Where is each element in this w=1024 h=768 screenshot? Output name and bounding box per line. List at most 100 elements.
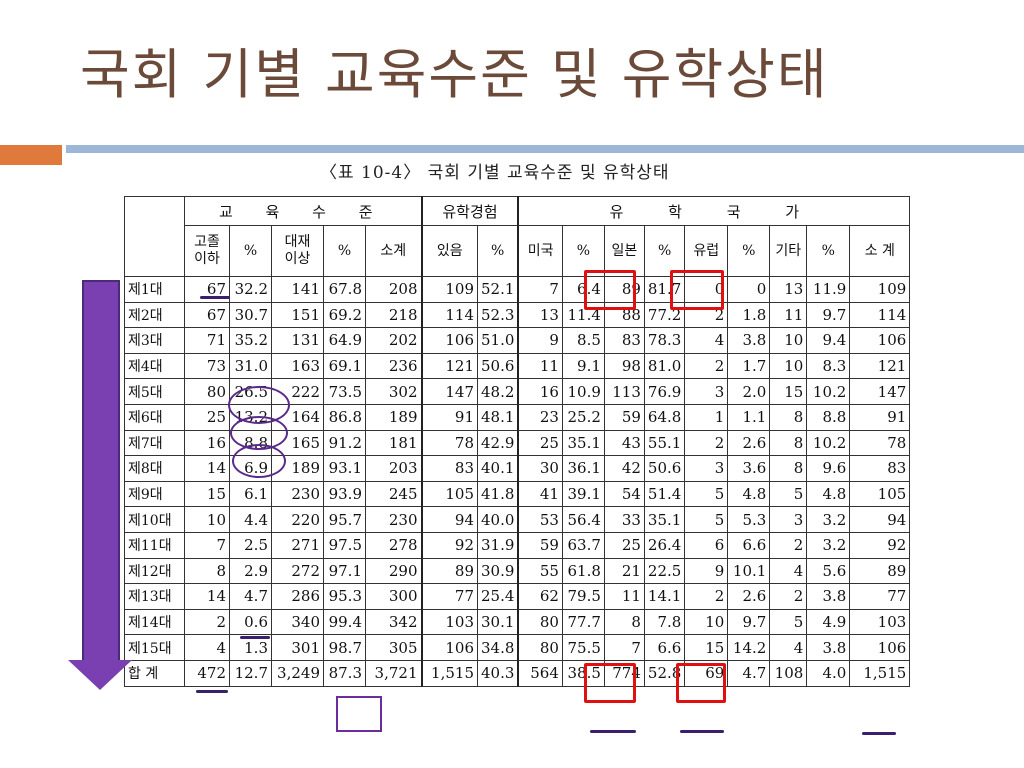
table-cell: 40.1 — [477, 455, 519, 482]
table-cell: 8.3 — [806, 352, 851, 380]
table-cell: 25 — [184, 403, 230, 431]
table-cell: 80 — [517, 608, 563, 636]
table-cell: 40.0 — [477, 506, 519, 533]
table-cell: 3 — [769, 506, 808, 533]
table-cell: 4.9 — [806, 608, 851, 636]
table-cell: 77.2 — [643, 301, 686, 329]
table-cell: 91.2 — [323, 429, 366, 457]
table-cell: 61.8 — [561, 557, 605, 585]
table-cell: 9 — [684, 557, 729, 585]
table-cell: 4.8 — [806, 480, 851, 508]
table-cell: 92 — [420, 531, 478, 559]
table-cell: 10.9 — [561, 378, 605, 405]
table-row: 제10대 10 4.4 220 95.7 230 94 40.0 53 56.4 33 35.1 5 5.… — [124, 506, 911, 533]
table-cell: 13 — [517, 301, 563, 329]
ink-underline — [200, 296, 230, 299]
table-row: 제2대 67 30.7 151 69.2 218 114 52.3 13 11.4 88 77.2 2 1… — [124, 301, 911, 329]
table-cell: 83 — [603, 327, 645, 354]
table-cell: 33 — [603, 506, 645, 533]
table-cell: 71 — [184, 327, 230, 354]
table-cell: 34.8 — [477, 634, 519, 661]
table-cell: 106 — [420, 634, 478, 661]
table-cell: 75.5 — [561, 634, 605, 661]
column-header: 고졸 이하 — [184, 225, 230, 277]
table-cell: 31.9 — [477, 531, 519, 559]
table-cell: 14.2 — [727, 634, 771, 661]
table-cell: 77 — [420, 583, 478, 610]
table-cell: 25 — [603, 531, 645, 559]
table-cell: 10.1 — [727, 557, 771, 585]
table-cell: 91 — [420, 403, 478, 431]
table-cell: 8.8 — [806, 403, 851, 431]
table-cell: 31.0 — [229, 352, 272, 380]
table-cell: 35.2 — [229, 327, 272, 354]
table-cell: 108 — [769, 659, 808, 687]
table-cell: 63.7 — [561, 531, 605, 559]
table-cell: 5.3 — [727, 506, 771, 533]
table-cell: 77 — [849, 583, 911, 610]
table-cell: 9.6 — [806, 455, 851, 482]
table-cell: 121 — [420, 352, 478, 380]
table-cell: 0 — [727, 276, 771, 303]
table-cell: 189 — [365, 403, 422, 431]
table-cell: 2 — [769, 583, 808, 610]
table-cell: 97.1 — [323, 557, 366, 585]
table-cell: 106 — [849, 327, 911, 354]
table-cell: 76.9 — [643, 378, 686, 405]
ink-underline — [590, 730, 636, 733]
table-cell: 15 — [769, 378, 808, 405]
table-cell: 9.7 — [727, 608, 771, 636]
table-cell: 94 — [420, 506, 478, 533]
table-cell: 93.9 — [323, 480, 366, 508]
table-cell: 59 — [603, 403, 645, 431]
table-cell: 89 — [420, 557, 478, 585]
table-cell: 109 — [420, 276, 478, 303]
table-cell: 4.7 — [229, 583, 272, 610]
table-cell: 305 — [365, 634, 422, 661]
table-cell: 54 — [603, 480, 645, 508]
column-header: % — [561, 225, 605, 277]
table-cell: 2 — [684, 429, 729, 457]
row-label: 제14대 — [124, 608, 185, 636]
table-cell: 114 — [420, 301, 478, 329]
table-cell: 340 — [271, 608, 324, 636]
column-header: % — [323, 225, 366, 277]
table-cell: 86.8 — [323, 403, 366, 431]
table-cell: 48.1 — [477, 403, 519, 431]
table-cell: 40.3 — [477, 659, 519, 687]
table-cell: 300 — [365, 583, 422, 610]
table-row: 제13대 14 4.7 286 95.3 300 77 25.4 62 79.5 11 14.1 2 2.… — [124, 583, 911, 610]
table-cell: 10 — [769, 352, 808, 380]
table-cell: 69.2 — [323, 301, 366, 329]
table-cell: 9.1 — [561, 352, 605, 380]
table-cell: 1,515 — [849, 659, 911, 687]
table-cell: 93.1 — [323, 455, 366, 482]
table-cell: 230 — [271, 480, 324, 508]
table-cell: 3.2 — [806, 506, 851, 533]
table-row: 제3대 71 35.2 131 64.9 202 106 51.0 9 8.5 83 78.3 4 3.8… — [124, 327, 911, 354]
table-cell: 0.6 — [229, 608, 272, 636]
ink-underline — [196, 690, 228, 693]
table-cell: 73 — [184, 352, 230, 380]
highlight-box-red — [584, 663, 636, 703]
table-cell: 290 — [365, 557, 422, 585]
table-cell: 32.2 — [229, 276, 272, 303]
total-row: 합 계 472 12.7 3,249 87.3 3,721 1,515 40.3 564 38.5… — [124, 659, 911, 687]
table-cell: 9.4 — [806, 327, 851, 354]
table-cell: 301 — [271, 634, 324, 661]
table-cell: 55.1 — [643, 429, 686, 457]
table-cell: 7 — [603, 634, 645, 661]
table-cell: 35.1 — [643, 506, 686, 533]
table-cell: 3.8 — [806, 583, 851, 610]
table-cell: 48.2 — [477, 378, 519, 405]
table-row: 제15대 4 1.3 301 98.7 305 106 34.8 80 75.5 7 6.6 15 14.… — [124, 634, 911, 661]
table-cell: 208 — [365, 276, 422, 303]
table-cell: 80 — [184, 378, 230, 405]
table-cell: 4 — [769, 634, 808, 661]
table-cell: 286 — [271, 583, 324, 610]
column-header: 일본 — [603, 225, 645, 277]
table-cell: 5.6 — [806, 557, 851, 585]
table-cell: 11 — [517, 352, 563, 380]
column-header: 기타 — [769, 225, 808, 277]
table-cell: 278 — [365, 531, 422, 559]
